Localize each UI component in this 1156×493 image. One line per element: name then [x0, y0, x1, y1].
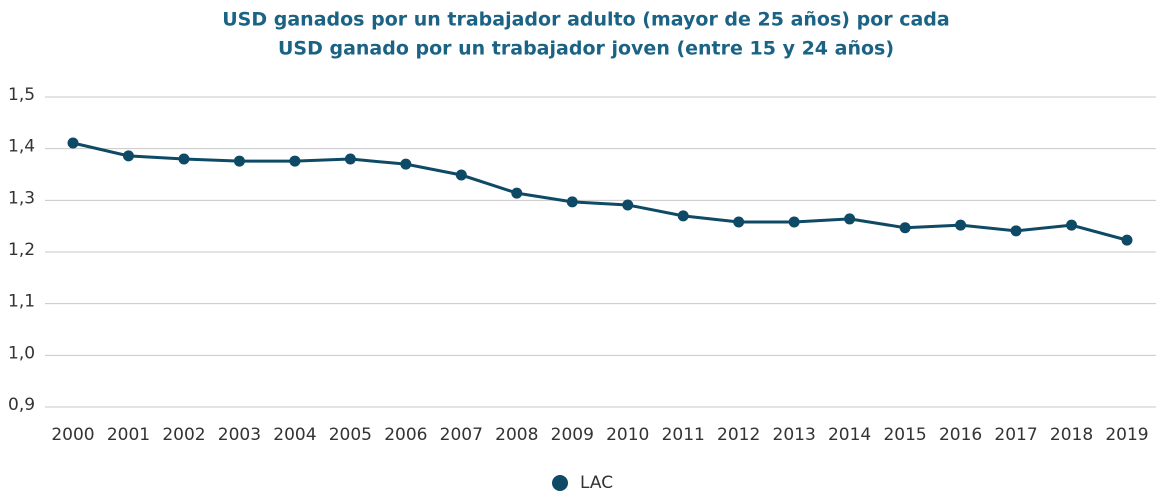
point — [344, 153, 356, 165]
x-tick-label: 2017 — [994, 425, 1037, 445]
line — [72, 141, 1128, 242]
x-tick-label: 2003 — [218, 425, 261, 445]
chart-title: USD ganados por un trabajador adulto (ma… — [222, 9, 949, 31]
x-tick-label: 2016 — [939, 425, 982, 445]
point — [289, 155, 301, 167]
x-tick-label: 2005 — [329, 425, 372, 445]
point — [566, 196, 578, 208]
point — [899, 222, 911, 234]
point — [233, 155, 245, 167]
x-tick-label: 2009 — [551, 425, 594, 445]
y-tick-label: 1,1 — [8, 292, 35, 312]
y-tick-label: 1,5 — [8, 85, 35, 105]
x-tick-label: 2002 — [162, 425, 205, 445]
point — [1010, 225, 1022, 237]
chart-title: USD ganado por un trabajador joven (entr… — [278, 38, 894, 60]
point — [455, 169, 467, 181]
point — [178, 153, 190, 165]
x-tick-label: 2014 — [828, 425, 871, 445]
point — [511, 187, 523, 199]
y-tick-label: 0,9 — [8, 395, 35, 415]
point — [733, 216, 745, 228]
legend-marker — [552, 475, 568, 491]
x-tick-label: 2004 — [273, 425, 316, 445]
x-tick-label: 2013 — [773, 425, 816, 445]
x-tick-label: 2010 — [606, 425, 649, 445]
point — [1066, 219, 1078, 231]
point — [122, 150, 134, 162]
x-tick-label: 2015 — [883, 425, 926, 445]
point — [622, 199, 634, 211]
y-tick-label: 1,4 — [8, 137, 35, 157]
x-tick-label: 2011 — [662, 425, 705, 445]
x-tick-label: 2019 — [1105, 425, 1148, 445]
x-tick-label: 2008 — [495, 425, 538, 445]
x-tick-label: 2007 — [440, 425, 483, 445]
point — [400, 158, 412, 170]
y-tick-label: 1,3 — [8, 188, 35, 208]
point — [677, 210, 689, 222]
x-tick-label: 2001 — [107, 425, 150, 445]
point — [844, 213, 856, 225]
y-tick-label: 1,0 — [8, 343, 35, 363]
point — [67, 137, 79, 149]
y-tick-label: 1,2 — [8, 240, 35, 260]
x-tick-label: 2018 — [1050, 425, 1093, 445]
x-tick-label: 2006 — [384, 425, 427, 445]
point — [788, 216, 800, 228]
x-tick-label: 2000 — [51, 425, 94, 445]
legend-label: LAC — [580, 473, 613, 493]
x-tick-label: 2012 — [717, 425, 760, 445]
point — [955, 219, 967, 231]
point — [1121, 234, 1133, 246]
